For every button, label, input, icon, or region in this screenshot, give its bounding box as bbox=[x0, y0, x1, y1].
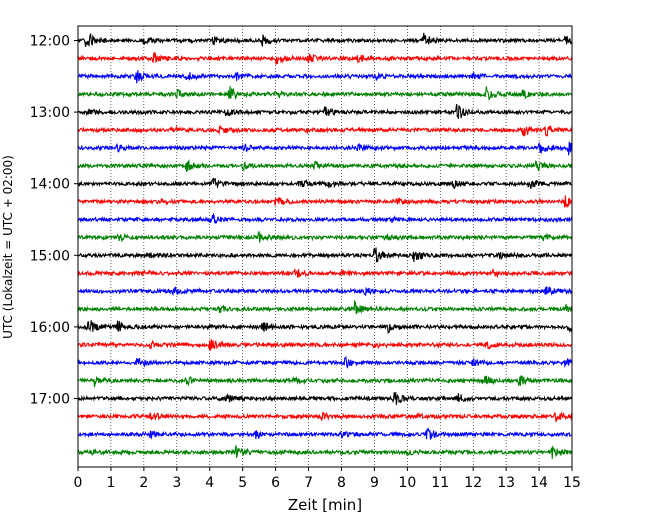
x-tick-label: 1 bbox=[106, 475, 115, 491]
y-tick-label: 17:00 bbox=[30, 392, 70, 408]
seismogram-trace bbox=[77, 445, 573, 459]
x-tick-label: 14 bbox=[530, 475, 548, 491]
y-tick-label: 12:00 bbox=[30, 34, 70, 50]
seismogram-trace bbox=[77, 268, 573, 279]
seismogram-trace bbox=[77, 356, 573, 369]
seismogram-trace bbox=[77, 411, 573, 422]
y-tick-label: 16:00 bbox=[30, 320, 70, 336]
seismogram-trace bbox=[77, 51, 573, 65]
x-tick-label: 5 bbox=[238, 475, 247, 491]
x-tick-label: 10 bbox=[398, 475, 416, 491]
seismogram-traces bbox=[77, 32, 573, 459]
x-tick-label: 0 bbox=[74, 475, 83, 491]
y-tick-label: 13:00 bbox=[30, 105, 70, 121]
seismogram-trace bbox=[77, 392, 573, 405]
seismogram-trace bbox=[77, 195, 573, 209]
seismogram-trace bbox=[77, 124, 573, 137]
seismogram-trace bbox=[77, 103, 573, 120]
seismogram-trace bbox=[77, 339, 573, 351]
seismogram-trace bbox=[77, 159, 573, 172]
x-tick-label: 15 bbox=[563, 475, 581, 491]
y-axis-ticks: 12:00 13:00 14:00 15:00 16:00 17:00 bbox=[30, 34, 78, 408]
x-axis-ticks: 0 1 2 3 4 5 6 7 8 9 10 11 12 13 14 15 bbox=[74, 467, 581, 491]
seismogram-trace bbox=[77, 247, 573, 263]
x-tick-label: 11 bbox=[431, 475, 449, 491]
x-tick-label: 7 bbox=[304, 475, 313, 491]
seismogram-trace bbox=[77, 320, 573, 335]
x-tick-label: 2 bbox=[139, 475, 148, 491]
x-tick-label: 3 bbox=[172, 475, 181, 491]
seismogram-trace bbox=[77, 177, 573, 189]
seismogram-trace bbox=[77, 86, 573, 101]
x-tick-label: 9 bbox=[370, 475, 379, 491]
y-tick-label: 15:00 bbox=[30, 248, 70, 264]
x-tick-label: 12 bbox=[464, 475, 482, 491]
seismogram-trace bbox=[77, 427, 573, 440]
x-tick-label: 13 bbox=[497, 475, 515, 491]
seismogram-trace bbox=[77, 299, 573, 315]
plot-frame bbox=[77, 25, 573, 468]
seismogram-trace bbox=[77, 212, 573, 224]
x-tick-label: 8 bbox=[337, 475, 346, 491]
seismogram-trace bbox=[77, 231, 573, 243]
x-axis-label: Zeit [min] bbox=[288, 496, 362, 514]
x-tick-label: 6 bbox=[271, 475, 280, 491]
seismogram-trace bbox=[77, 32, 573, 47]
seismogram-trace bbox=[77, 70, 573, 84]
seismogram-trace bbox=[77, 375, 573, 388]
x-tick-label: 4 bbox=[205, 475, 214, 491]
y-axis-label: UTC (Lokalzeit = UTC + 02:00) bbox=[1, 155, 15, 339]
seismogram-trace bbox=[77, 141, 573, 156]
y-tick-label: 14:00 bbox=[30, 177, 70, 193]
seismogram-trace bbox=[77, 286, 573, 297]
